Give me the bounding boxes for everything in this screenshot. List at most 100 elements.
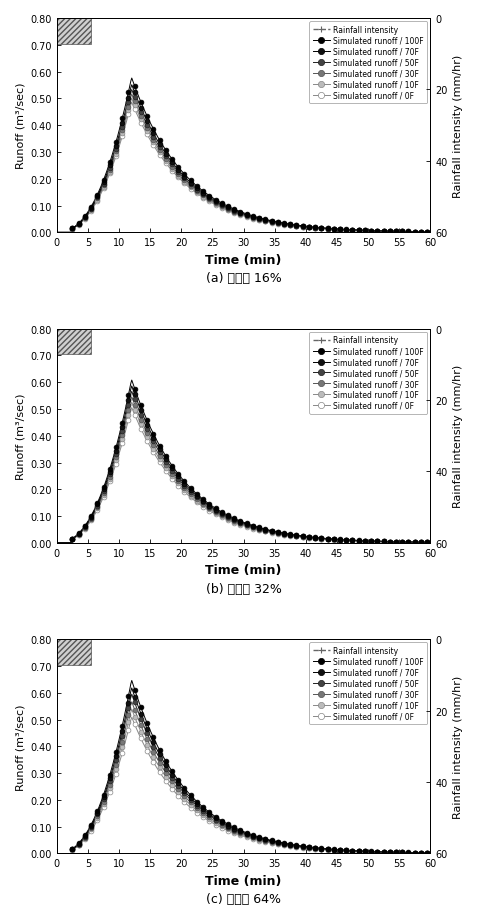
Point xyxy=(424,845,431,860)
Point xyxy=(361,224,369,239)
Point xyxy=(299,841,306,856)
Point xyxy=(119,120,126,135)
Point xyxy=(404,225,412,240)
Point xyxy=(206,499,213,514)
Point xyxy=(243,518,250,533)
Point xyxy=(162,464,170,479)
Point xyxy=(305,221,313,235)
Point xyxy=(268,834,275,849)
Point xyxy=(411,845,418,860)
Point xyxy=(255,833,263,847)
Point xyxy=(218,819,226,834)
Point xyxy=(75,838,83,853)
Point xyxy=(87,514,95,528)
Point xyxy=(156,743,163,757)
Point xyxy=(417,845,424,860)
Point xyxy=(299,529,306,544)
Point xyxy=(404,535,412,550)
Point xyxy=(411,225,418,240)
Point xyxy=(112,753,120,767)
Point xyxy=(392,224,400,239)
Point xyxy=(187,491,195,505)
Point xyxy=(193,182,201,197)
Point xyxy=(212,810,219,824)
Point xyxy=(69,842,76,857)
Point xyxy=(87,823,95,837)
Point xyxy=(311,531,319,546)
Point xyxy=(87,200,95,215)
Point xyxy=(286,218,294,233)
Point xyxy=(411,845,418,860)
Point xyxy=(268,215,275,230)
Point xyxy=(336,532,344,547)
Point xyxy=(125,413,132,427)
Point xyxy=(373,845,381,859)
Point xyxy=(212,193,219,208)
Point xyxy=(112,745,120,760)
Point xyxy=(411,535,418,550)
Point xyxy=(230,206,238,221)
Point xyxy=(187,482,195,496)
Point xyxy=(249,829,257,844)
Point xyxy=(112,454,120,469)
Point xyxy=(424,536,431,550)
Point xyxy=(199,187,207,202)
Point xyxy=(268,834,275,848)
Point xyxy=(324,221,331,236)
Point xyxy=(380,845,387,859)
Point xyxy=(81,211,89,226)
Point xyxy=(81,828,89,843)
Point xyxy=(143,426,151,441)
Point xyxy=(392,225,400,240)
Point xyxy=(193,489,201,504)
Point xyxy=(305,530,313,545)
Point xyxy=(75,218,83,233)
Point xyxy=(69,532,76,547)
Point xyxy=(119,437,126,451)
Point xyxy=(293,219,300,233)
Point xyxy=(100,486,108,501)
Point xyxy=(212,197,219,211)
Point xyxy=(373,224,381,239)
Point xyxy=(162,754,170,769)
Point xyxy=(69,532,76,547)
Point xyxy=(112,142,120,157)
Point xyxy=(131,703,139,718)
Point xyxy=(249,519,257,534)
Point xyxy=(348,844,356,858)
Point xyxy=(293,220,300,234)
Point xyxy=(373,845,381,859)
Point xyxy=(87,203,95,218)
Point xyxy=(380,845,387,859)
Point xyxy=(317,221,325,236)
Point xyxy=(187,489,195,504)
Point xyxy=(293,839,300,854)
Point xyxy=(367,224,375,239)
Point xyxy=(274,217,282,232)
Point xyxy=(119,724,126,739)
Point xyxy=(392,535,400,550)
Point xyxy=(131,696,139,710)
Point xyxy=(342,844,350,858)
Point xyxy=(206,500,213,515)
Point xyxy=(249,210,257,224)
Point xyxy=(212,199,219,213)
Point xyxy=(342,844,350,858)
Point xyxy=(348,844,356,858)
Point xyxy=(206,194,213,209)
Point xyxy=(75,218,83,233)
Point xyxy=(336,223,344,238)
Point xyxy=(106,767,114,782)
Point xyxy=(355,223,362,238)
Point xyxy=(156,143,163,158)
Point xyxy=(392,845,400,859)
Point xyxy=(398,225,406,240)
Point xyxy=(404,535,412,550)
Point xyxy=(243,825,250,840)
Point xyxy=(230,824,238,839)
Point xyxy=(224,820,232,834)
Point xyxy=(311,842,319,857)
Point xyxy=(143,125,151,140)
Point xyxy=(106,163,114,177)
Point xyxy=(224,513,232,528)
